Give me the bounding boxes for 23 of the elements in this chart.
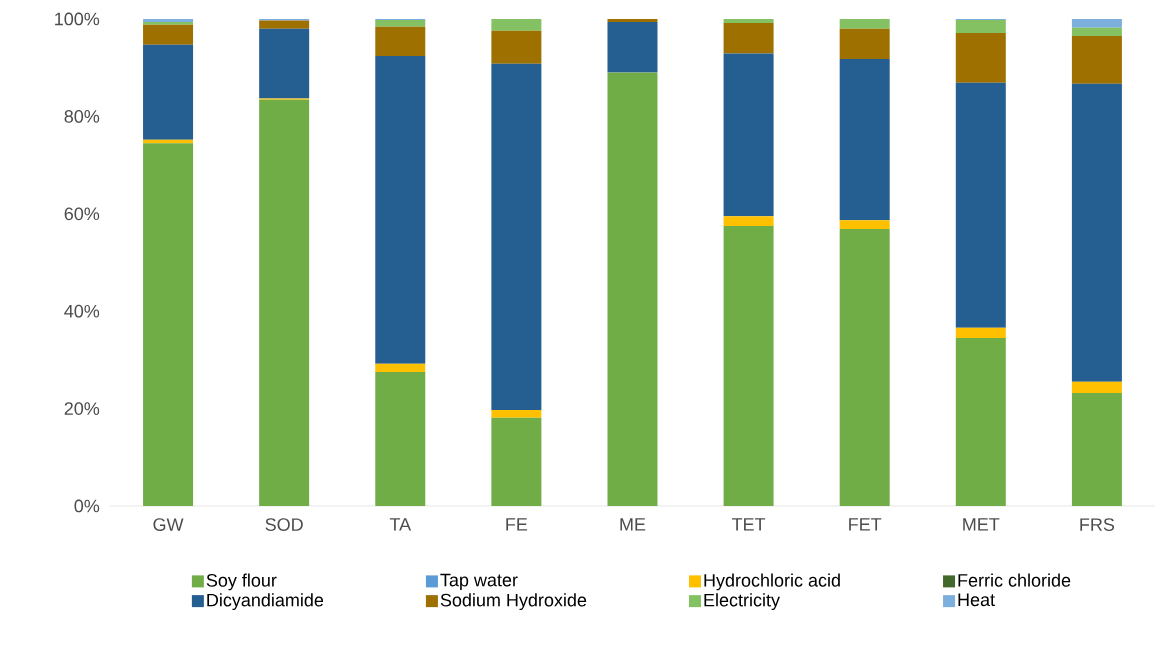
x-tick-label: FET <box>849 518 882 531</box>
legend-label: Soy flour <box>206 573 277 591</box>
y-tick-label: 80% <box>64 110 100 123</box>
legend-label: Ferric chloride <box>958 573 1071 587</box>
legend-label: Electricity <box>704 593 780 611</box>
x-tick-label: GW <box>153 518 184 531</box>
y-tick-label: 60% <box>64 207 100 221</box>
x-tick-label: FRS <box>1080 518 1115 531</box>
x-tick-label: TET <box>731 518 766 531</box>
y-tick-label: 0% <box>74 499 100 513</box>
x-tick-label: SOD <box>265 518 303 531</box>
x-tick-label: MET <box>963 518 1000 531</box>
legend-label: Tap water <box>440 573 518 590</box>
y-tick-label: 100% <box>55 12 100 26</box>
x-tick-label: FE <box>506 518 528 531</box>
y-tick-label: 40% <box>64 304 100 318</box>
y-tick-label: 20% <box>64 402 100 415</box>
x-tick-label: ME <box>620 518 646 531</box>
legend-label: Hydrochloric acid <box>704 573 840 591</box>
x-tick-label: TA <box>389 518 412 531</box>
legend-label: Heat <box>958 593 995 607</box>
legend-label: Sodium Hydroxide <box>440 593 587 611</box>
legend-label: Dicyandiamide <box>207 593 324 611</box>
